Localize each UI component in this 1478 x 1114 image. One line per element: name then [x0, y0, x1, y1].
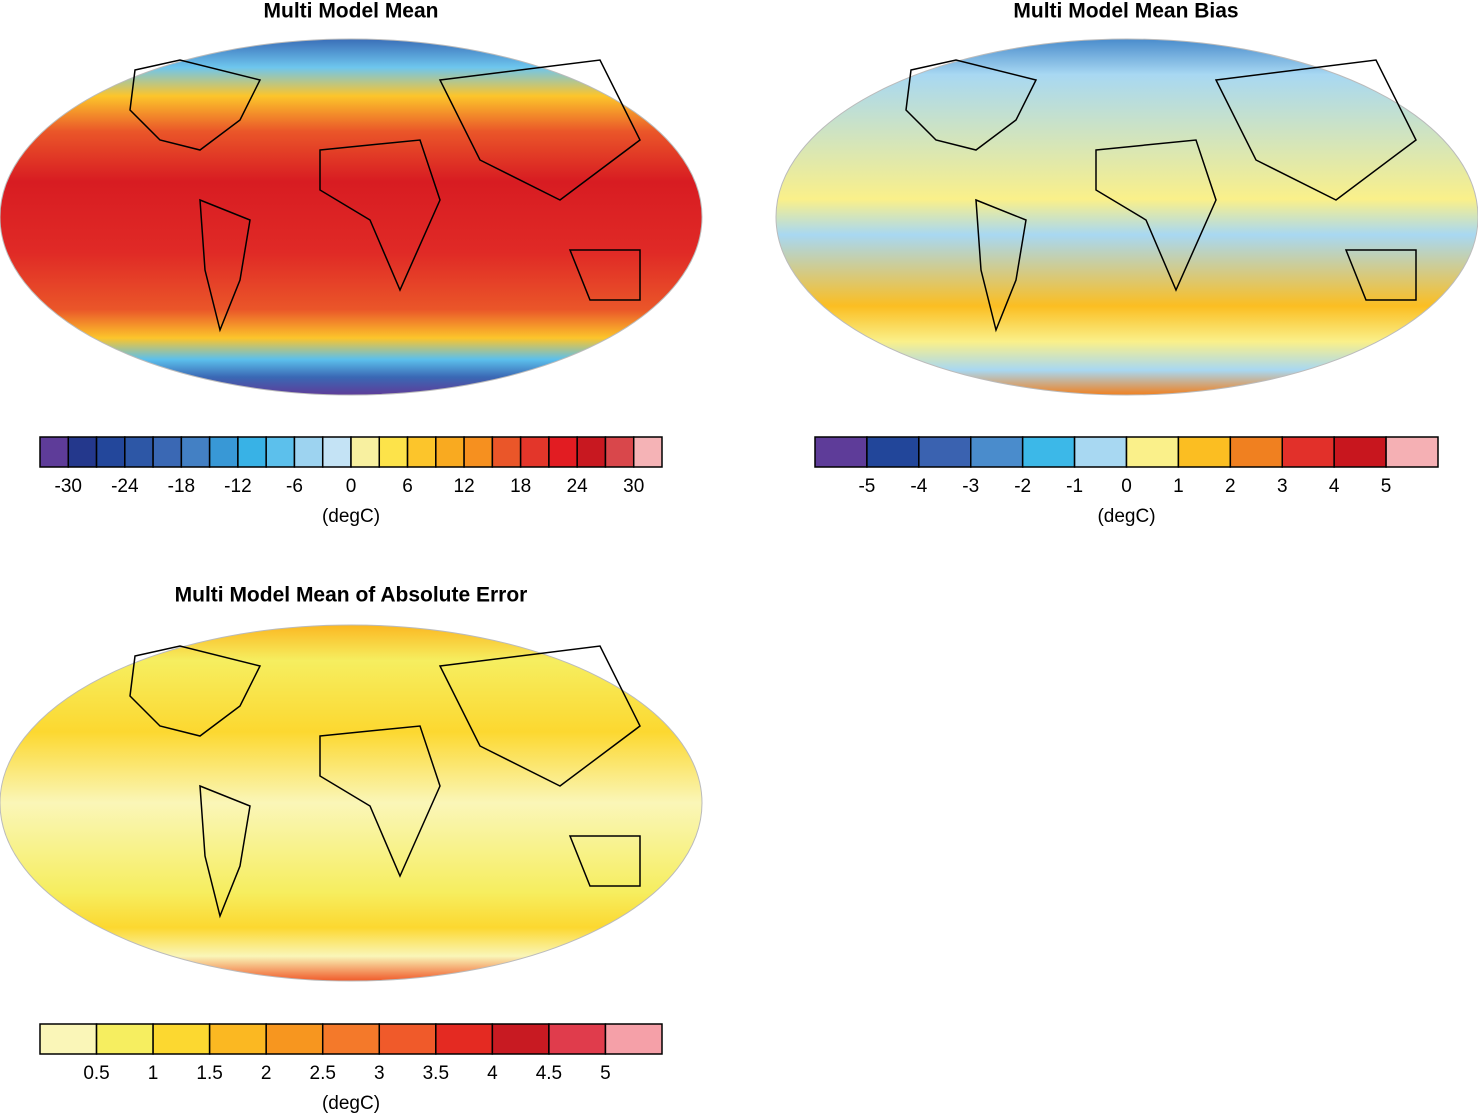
colorbar-tick-label: -4 — [910, 476, 927, 497]
colorbar-box — [970, 436, 1024, 468]
colorbar-tick-label: -18 — [168, 476, 195, 497]
colorbar-box — [124, 436, 154, 468]
colorbar-tick-label: 3.5 — [423, 1063, 449, 1084]
colorbar-units: (degC) — [322, 506, 380, 527]
colorbar-box — [1021, 436, 1076, 468]
colorbar-box — [265, 1023, 324, 1055]
colorbar-tick-label: 0 — [1121, 476, 1132, 497]
colorbar-box — [1125, 436, 1180, 468]
colorbar-box — [208, 1023, 267, 1055]
colorbar-units: (degC) — [1097, 506, 1155, 527]
map — [0, 624, 703, 982]
colorbar-box — [604, 1023, 663, 1055]
colorbar-tick-label: 1 — [148, 1063, 159, 1084]
colorbar-box — [95, 436, 126, 468]
colorbar-box — [519, 436, 550, 468]
colorbar-tick-label: 2.5 — [310, 1063, 336, 1084]
colorbar-box — [491, 436, 522, 468]
colorbar-box — [548, 436, 578, 468]
colorbar-tick-label: -2 — [1014, 476, 1031, 497]
colorbar-tick-label: -24 — [111, 476, 139, 497]
colorbar-tick-label: 2 — [261, 1063, 272, 1084]
colorbar-tick-label: 1.5 — [196, 1063, 222, 1084]
colorbar-box — [548, 1023, 607, 1055]
colorbar-tick-label: 5 — [600, 1063, 611, 1084]
colorbar-box — [1177, 436, 1232, 468]
colorbar-tick-label: -3 — [962, 476, 979, 497]
colorbar-box — [152, 436, 183, 468]
colorbar-box — [237, 436, 267, 468]
colorbar-box — [39, 436, 70, 468]
colorbar-box — [1229, 436, 1284, 468]
colorbar-tick-label: -5 — [858, 476, 875, 497]
colorbar-tick-label: 30 — [623, 476, 644, 497]
colorbar-tick-label: 4.5 — [536, 1063, 562, 1084]
colorbar-box — [435, 436, 465, 468]
colorbar-box — [95, 1023, 154, 1055]
colorbar-tick-label: 2 — [1225, 476, 1236, 497]
colorbar-tick-label: -1 — [1066, 476, 1083, 497]
colorbar-tick-label: 6 — [402, 476, 413, 497]
colorbar-box — [632, 436, 663, 468]
colorbar-box — [435, 1023, 494, 1055]
colorbar-box — [604, 436, 635, 468]
colorbar-tick-label: 24 — [567, 476, 589, 497]
colorbar-tick-label: 3 — [1277, 476, 1288, 497]
colorbar-box — [293, 436, 324, 468]
colorbar-box — [321, 1023, 381, 1055]
colorbar-box — [265, 436, 296, 468]
colorbar-box — [39, 1023, 98, 1055]
colorbar-tick-label: -6 — [286, 476, 303, 497]
colorbar-box — [918, 436, 972, 468]
colorbar-box — [406, 436, 437, 468]
colorbar-box — [180, 436, 211, 468]
colorbar-tick-label: 0 — [346, 476, 357, 497]
colorbar-tick-label: -12 — [224, 476, 251, 497]
colorbar-box — [491, 1023, 550, 1055]
colorbar-tick-label: 4 — [1329, 476, 1340, 497]
colorbar-tick-label: 5 — [1381, 476, 1392, 497]
colorbar-box — [1333, 436, 1387, 468]
colorbar-box — [378, 436, 409, 468]
colorbar-box — [378, 1023, 437, 1055]
colorbar-box — [350, 436, 381, 468]
panel-title: Multi Model Mean of Absolute Error — [175, 584, 528, 607]
panel-title: Multi Model Mean — [264, 0, 439, 23]
colorbar-box — [152, 1023, 211, 1055]
map — [775, 38, 1478, 396]
map — [0, 38, 703, 396]
colorbar-box — [208, 436, 239, 468]
colorbar-box — [1073, 436, 1128, 468]
coastlines — [129, 59, 1417, 919]
colorbar-box — [463, 436, 494, 468]
colorbar-box — [814, 436, 868, 468]
colorbar-box — [576, 436, 607, 468]
panel-title: Multi Model Mean Bias — [1013, 0, 1238, 23]
colorbar-tick-label: 4 — [487, 1063, 498, 1084]
colorbar-tick-label: 0.5 — [83, 1063, 109, 1084]
colorbar-tick-label: -30 — [55, 476, 82, 497]
colorbar-tick-label: 1 — [1173, 476, 1184, 497]
colorbar-box — [866, 436, 920, 468]
colorbar-tick-label: 18 — [510, 476, 531, 497]
colorbar-box — [1281, 436, 1335, 468]
colorbar-box — [321, 436, 352, 468]
colorbar-units: (degC) — [322, 1093, 380, 1114]
colorbar-tick-label: 12 — [454, 476, 475, 497]
colorbar-box — [67, 436, 98, 468]
colorbar-box — [1385, 436, 1439, 468]
colorbar-tick-label: 3 — [374, 1063, 385, 1084]
